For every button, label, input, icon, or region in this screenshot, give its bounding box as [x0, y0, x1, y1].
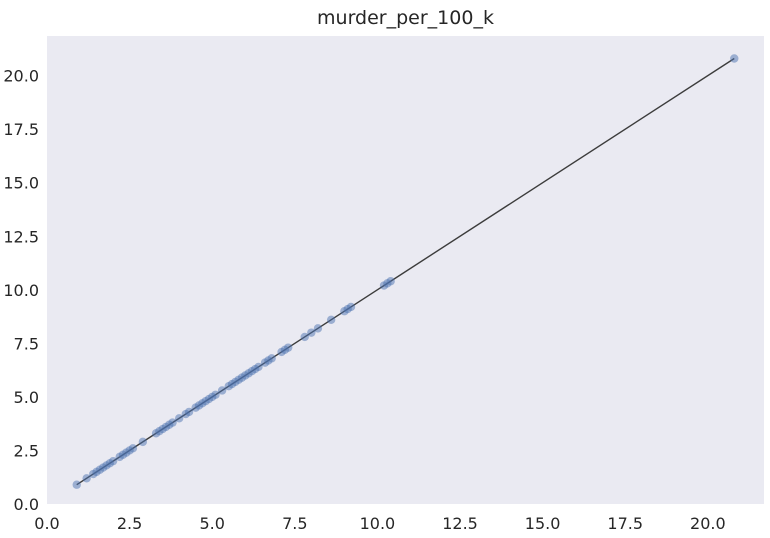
scatter-point	[326, 315, 336, 324]
y-tick-label: 10.0	[3, 281, 39, 300]
scatter-point	[108, 456, 118, 466]
y-tick-label: 5.0	[14, 388, 39, 407]
scatter-point	[138, 437, 148, 447]
scatter-point	[211, 390, 220, 399]
x-tick-label: 15.0	[525, 514, 561, 533]
y-tick-label: 15.0	[3, 174, 39, 193]
scatter-point	[217, 386, 227, 395]
scatter-point	[254, 362, 263, 372]
scatter-point	[174, 414, 184, 423]
scatter-point	[386, 277, 395, 286]
x-tick-labels: 0.0 2.5 5.0 7.5 10.0 12.5 15.0 17.5 20.0	[34, 514, 725, 533]
scatter-point	[307, 328, 316, 337]
y-tick-label: 17.5	[3, 120, 39, 139]
x-tick-label: 7.5	[282, 514, 307, 533]
x-tick-label: 10.0	[360, 514, 396, 533]
scatter-point	[730, 54, 739, 63]
y-tick-label: 2.5	[14, 441, 39, 460]
scatter-point	[82, 474, 91, 483]
x-tick-label: 12.5	[442, 514, 478, 533]
scatter-point	[284, 343, 293, 352]
scatter-point	[300, 332, 309, 342]
x-tick-label: 2.5	[117, 514, 142, 533]
x-tick-label: 20.0	[690, 514, 726, 533]
x-tick-label: 0.0	[34, 514, 59, 533]
x-tick-label: 5.0	[199, 514, 224, 533]
scatter-point	[184, 407, 194, 417]
scatter-point	[346, 302, 356, 312]
y-tick-label: 20.0	[3, 67, 39, 86]
scatter-point	[128, 444, 138, 453]
scatter-point	[72, 480, 81, 489]
scatter-point	[313, 324, 323, 333]
y-tick-label: 0.0	[14, 495, 39, 514]
y-tick-labels: 0.0 2.5 5.0 7.5 10.0 12.5 15.0 17.5 20.0	[3, 67, 39, 514]
scatter-point	[168, 418, 177, 427]
scatter-points	[72, 54, 739, 489]
y-tick-label: 12.5	[3, 227, 39, 246]
chart-title: murder_per_100_k	[317, 7, 494, 29]
scatter-point	[267, 354, 276, 363]
x-tick-label: 17.5	[607, 514, 643, 533]
y-tick-label: 7.5	[14, 334, 39, 353]
